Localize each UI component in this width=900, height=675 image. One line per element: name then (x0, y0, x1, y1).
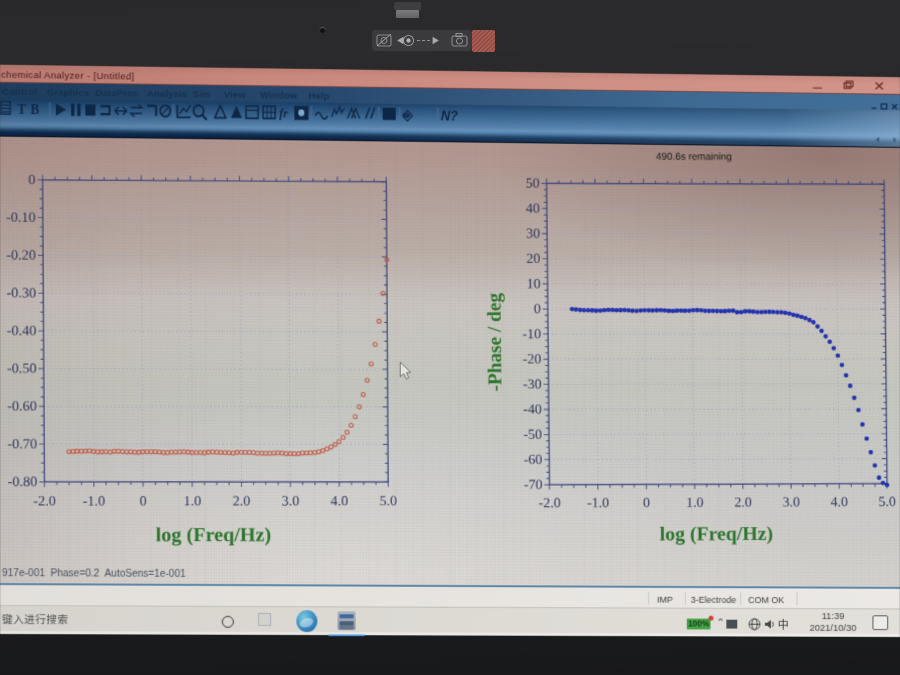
svg-text:0: 0 (534, 301, 541, 317)
svg-text:20: 20 (526, 251, 540, 267)
svg-text:4.0: 4.0 (331, 494, 349, 510)
svg-text:0: 0 (643, 495, 650, 511)
svg-text:log (Freq/Hz): log (Freq/Hz) (660, 523, 774, 545)
svg-text:-0.50: -0.50 (7, 361, 37, 377)
svg-text:⎆: ⎆ (402, 107, 413, 123)
svg-text:-40: -40 (523, 402, 542, 418)
svg-text:-2.0: -2.0 (539, 495, 561, 511)
svg-text:-70: -70 (524, 477, 543, 493)
svg-text:3.0: 3.0 (282, 494, 300, 510)
svg-text:-50: -50 (523, 427, 542, 443)
svg-text:3.0: 3.0 (783, 495, 800, 511)
svg-text:5.0: 5.0 (879, 494, 896, 510)
svg-text:-0.20: -0.20 (6, 247, 36, 263)
svg-text:5.0: 5.0 (379, 494, 397, 510)
svg-text:-60: -60 (524, 452, 543, 468)
svg-text:40: 40 (526, 201, 540, 217)
svg-text:2.0: 2.0 (233, 494, 251, 510)
svg-text:B: B (30, 103, 39, 119)
svg-text:490.6s remaining: 490.6s remaining (656, 152, 732, 163)
svg-text:-10: -10 (522, 326, 541, 342)
svg-text:-0.40: -0.40 (7, 323, 37, 339)
svg-text:fr: fr (279, 106, 289, 121)
svg-text:N?: N? (441, 107, 459, 124)
svg-text:4.0: 4.0 (831, 494, 848, 510)
svg-text:1.0: 1.0 (686, 495, 703, 511)
svg-text:-0.80: -0.80 (8, 474, 38, 490)
svg-text:2.0: 2.0 (734, 495, 751, 511)
svg-text:-Phase / deg: -Phase / deg (484, 293, 507, 392)
svg-text:30: 30 (526, 226, 540, 242)
svg-text:0: 0 (28, 172, 35, 188)
svg-text:-1.0: -1.0 (83, 494, 106, 510)
svg-text:-0.60: -0.60 (7, 399, 37, 415)
svg-text:-20: -20 (523, 352, 542, 368)
svg-text:-0.70: -0.70 (7, 436, 37, 452)
svg-text:log (Freq/Hz): log (Freq/Hz) (156, 524, 272, 546)
svg-text:T: T (17, 103, 27, 119)
svg-text:-0.30: -0.30 (6, 285, 36, 301)
svg-text:-0.10: -0.10 (6, 210, 36, 226)
svg-text:0: 0 (140, 494, 147, 510)
svg-text:-30: -30 (523, 377, 542, 393)
svg-text:50: 50 (526, 176, 540, 192)
svg-text:1.0: 1.0 (183, 494, 201, 510)
svg-text:-2.0: -2.0 (33, 494, 56, 510)
svg-text:10: 10 (527, 276, 541, 292)
svg-text:-1.0: -1.0 (587, 495, 609, 511)
